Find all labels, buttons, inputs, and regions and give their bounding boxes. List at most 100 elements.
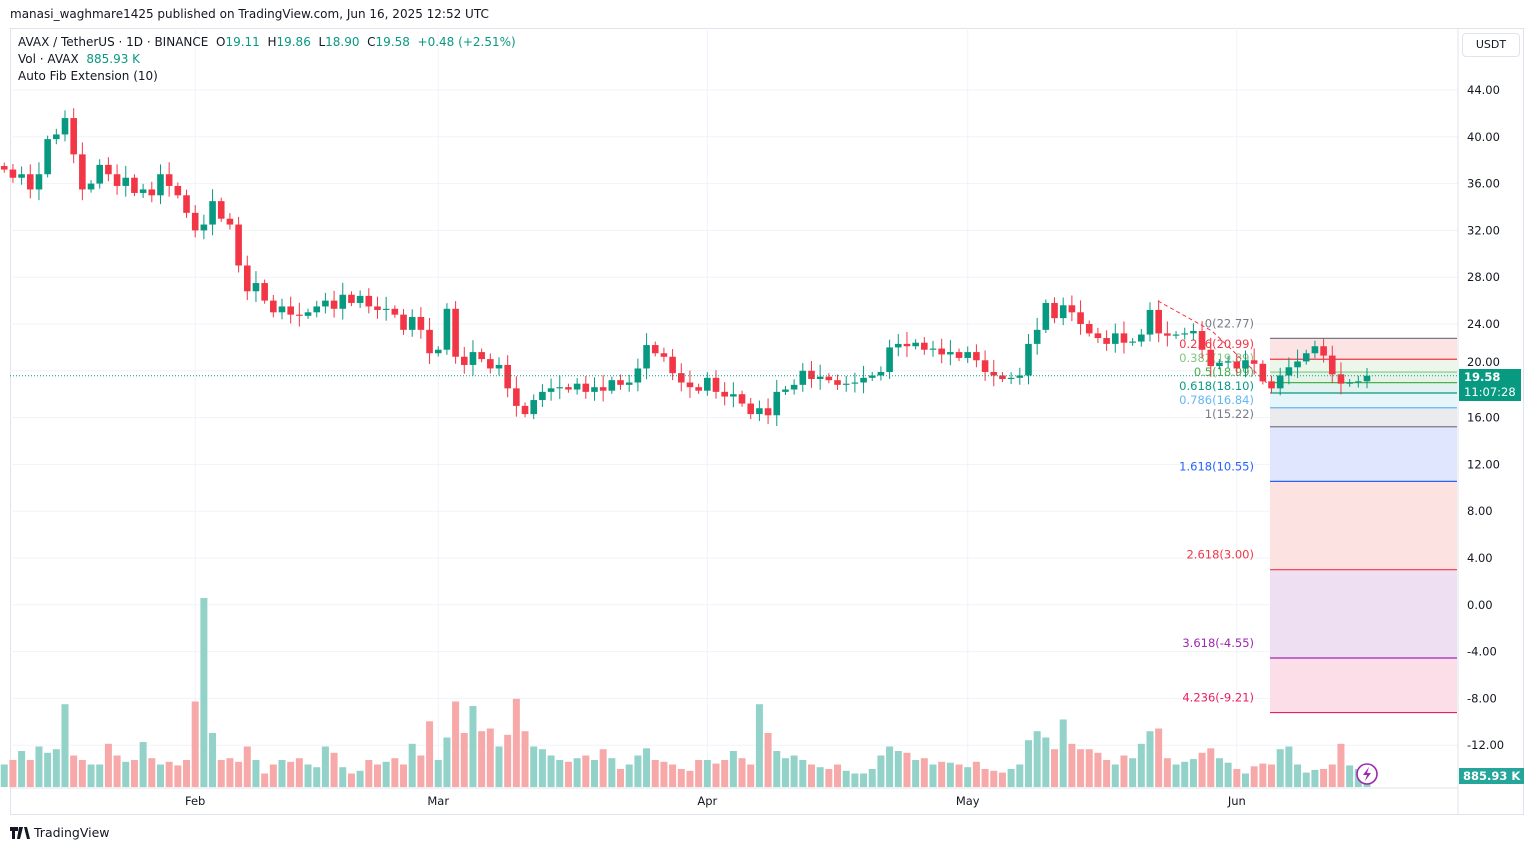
volume-bar [347,773,355,787]
volume-bar [660,761,668,787]
candle-body [1094,333,1102,339]
candle-body [391,308,399,315]
symbol-legend: AVAX / TetherUS · 1D · BINANCE O19.11 H1… [18,35,516,49]
volume-bar [452,701,460,787]
fib-zone [1270,338,1457,360]
volume-bar [426,721,434,787]
candle-body [547,388,555,392]
volume-label[interactable]: Vol · AVAX [18,52,79,66]
candle-body [912,342,919,347]
volume-bar [1146,731,1154,787]
candle-body [1138,334,1145,342]
candle-body [825,376,833,381]
high-label: H [267,35,277,49]
volume-bar [434,760,442,787]
volume-bar [747,764,755,787]
candle-body [990,371,998,376]
candle-body [1259,363,1267,382]
candle-body [1007,377,1015,379]
fib-zone [1270,393,1457,408]
candle-body [868,375,876,378]
volume-bar [1268,764,1276,787]
candle-body [304,312,312,316]
open-value: 19.11 [225,35,260,49]
volume-bar [703,760,711,787]
candle-body [200,224,208,231]
volume-bar [183,760,191,787]
volume-bar [512,698,520,787]
candle-body [26,174,34,190]
volume-bar [113,755,121,787]
candle-body [1355,381,1362,383]
volume-bar [1129,758,1137,787]
candle-body [322,300,329,307]
low-label: L [318,35,326,49]
candle-body [651,345,659,354]
indicator-legend[interactable]: Auto Fib Extension (10) [18,69,158,83]
volume-bar [677,769,685,787]
volume-bar [443,737,451,787]
candle-body [1216,362,1223,367]
candle-body [764,408,772,416]
volume-bar [868,769,876,787]
y-tick-label: 4.00 [1467,551,1493,565]
volume-bar [122,761,130,787]
volume-bar [903,752,911,787]
open-label: O [215,35,226,49]
candle-body [400,314,407,330]
volume-bar [1111,764,1119,787]
fib-zone [1270,407,1457,427]
volume-bar [1163,758,1171,787]
volume-bar [990,770,998,787]
volume-bar [651,760,659,787]
volume-bar [0,764,8,787]
candle-body [1033,329,1041,344]
candle-body [1346,382,1353,384]
volume-bar [721,760,729,787]
candle-body [860,377,867,383]
volume-bar [1068,743,1076,787]
currency-button[interactable]: USDT [1462,33,1520,57]
candle-body [287,306,294,315]
volume-bar [70,755,78,787]
candle-body [70,118,77,155]
candle-body [339,294,347,309]
candle-body [313,306,321,313]
fib-level-label: 0.5(18.99) [1194,365,1254,379]
fib-zone [1270,569,1457,659]
volume-bar [521,731,529,787]
candle-body [747,403,755,415]
volume-bar [755,704,763,787]
symbol-name[interactable]: AVAX / TetherUS · 1D · BINANCE [18,35,209,49]
last-price-tag: 19.58 11:07:28 [1459,369,1521,401]
volume-bar [834,764,842,787]
close-label: C [367,35,376,49]
volume-bar [538,749,546,787]
candle-body [834,380,841,385]
candle-body [1172,334,1180,336]
candle-body [105,164,112,175]
tradingview-brand[interactable]: TradingView [10,825,110,840]
candle-body [0,166,8,170]
candle-body [1059,305,1067,319]
volume-bar [1007,769,1015,787]
candle-body [712,377,720,392]
volume-bar [139,742,147,787]
volume-bar [1077,749,1085,787]
candle-body [530,400,538,415]
y-tick-label: 32.00 [1467,223,1500,237]
candle-body [721,391,728,397]
candle-body [174,185,182,196]
candle-body [504,364,511,389]
fib-level-label: 3.618(-4.55) [1182,636,1254,650]
volume-bar [912,760,920,787]
chart-frame [10,28,1524,815]
volume-bar [929,764,937,787]
candle-body [209,201,216,225]
volume-bar [52,749,60,787]
candle-body [643,345,650,369]
candle-body [1320,346,1327,356]
volume-bar [564,761,572,787]
volume-bar [886,746,894,787]
